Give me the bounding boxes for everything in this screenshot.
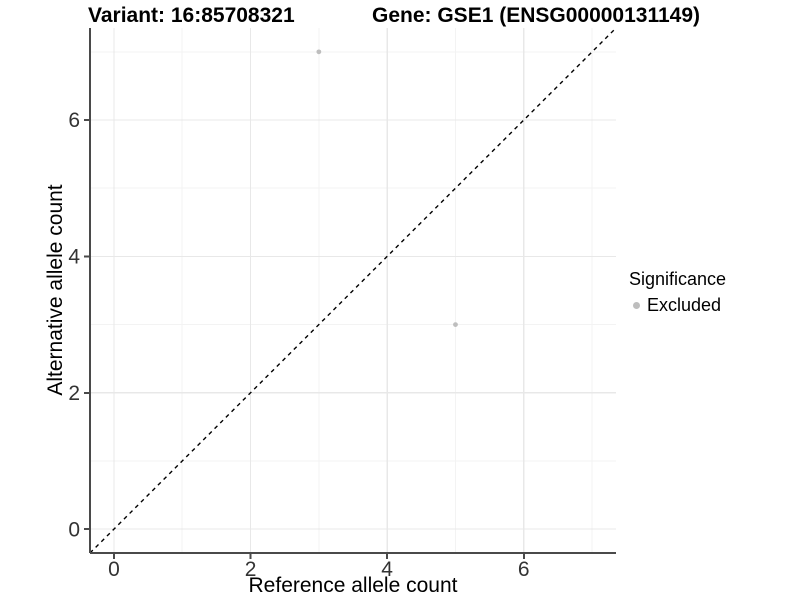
data-point: [453, 322, 458, 327]
identity-line: [89, 27, 617, 554]
y-tick-label: 6: [68, 109, 80, 132]
x-tick-label: 0: [108, 558, 120, 581]
x-tick-label: 4: [381, 558, 393, 581]
legend-key-dot: [633, 302, 640, 309]
y-tick-label: 0: [68, 518, 80, 541]
x-axis-label: Reference allele count: [248, 574, 458, 597]
x-tick-label: 2: [245, 558, 257, 581]
y-tick-label: 4: [68, 246, 80, 269]
legend-items: Excluded: [629, 295, 726, 316]
x-tick-label: 6: [518, 558, 530, 581]
gene-title: Gene: GSE1 (ENSG00000131149): [372, 4, 701, 27]
y-axis-label: Alternative allele count: [44, 184, 67, 396]
legend-item: Excluded: [629, 295, 726, 316]
legend: Significance Excluded: [629, 269, 726, 316]
legend-title: Significance: [629, 269, 727, 289]
y-tick-label: 2: [68, 382, 80, 405]
variant-title: Variant: 16:85708321: [88, 4, 295, 27]
data-point: [316, 49, 322, 55]
legend-item-label: Excluded: [647, 295, 722, 315]
